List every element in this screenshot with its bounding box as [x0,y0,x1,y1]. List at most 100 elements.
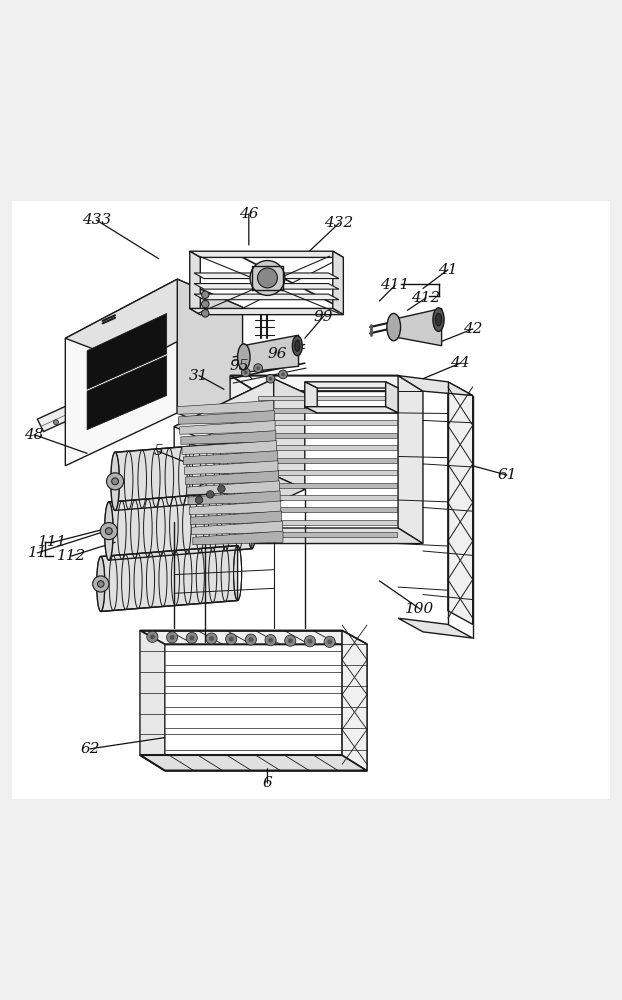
Text: 62: 62 [80,742,100,756]
Text: 99: 99 [313,310,333,324]
Circle shape [245,634,256,645]
Polygon shape [194,284,339,289]
Text: 31: 31 [189,369,209,383]
Polygon shape [258,520,397,525]
Polygon shape [87,356,167,430]
Circle shape [159,372,164,377]
Circle shape [265,635,276,646]
Circle shape [266,374,275,383]
Text: 46: 46 [239,207,259,221]
Text: 96: 96 [267,347,287,361]
Text: 100: 100 [405,602,435,616]
Text: 111: 111 [38,535,68,549]
Polygon shape [230,376,255,544]
Circle shape [281,372,285,376]
Ellipse shape [292,336,302,356]
Polygon shape [258,420,397,425]
Polygon shape [182,441,277,454]
Ellipse shape [111,452,119,510]
Circle shape [256,366,260,370]
Polygon shape [398,376,473,396]
Ellipse shape [295,340,300,351]
Ellipse shape [104,502,113,560]
Polygon shape [190,411,258,491]
Text: 44: 44 [450,356,470,370]
Polygon shape [192,521,282,535]
Text: 41: 41 [438,263,458,277]
Circle shape [254,364,262,372]
Circle shape [248,637,253,642]
Polygon shape [258,396,397,400]
Circle shape [93,576,109,592]
Circle shape [111,478,118,485]
Circle shape [147,631,158,642]
Text: 432: 432 [324,216,354,230]
Polygon shape [258,408,397,413]
Polygon shape [190,251,343,257]
Polygon shape [305,407,398,413]
Circle shape [258,268,277,288]
Circle shape [195,496,203,504]
Polygon shape [258,433,397,438]
Polygon shape [183,451,277,464]
Circle shape [189,635,194,640]
Text: 48: 48 [24,428,44,442]
Ellipse shape [238,344,250,370]
Polygon shape [65,279,177,466]
Polygon shape [185,471,279,484]
Polygon shape [448,382,473,624]
Polygon shape [258,445,397,450]
Polygon shape [258,532,397,537]
Polygon shape [109,491,252,560]
Polygon shape [174,379,305,441]
Text: 433: 433 [81,213,111,227]
Text: 412: 412 [411,291,441,305]
Text: 411: 411 [380,278,410,292]
Polygon shape [101,546,238,611]
Circle shape [209,636,214,641]
Polygon shape [190,308,343,315]
Polygon shape [181,431,276,444]
Circle shape [218,485,225,493]
Polygon shape [87,313,167,389]
Circle shape [207,491,214,498]
Polygon shape [190,251,200,315]
Circle shape [288,638,293,643]
Circle shape [167,632,178,643]
Polygon shape [398,376,423,544]
Polygon shape [174,475,305,536]
Polygon shape [140,755,367,771]
Circle shape [244,371,248,374]
Polygon shape [392,308,442,346]
Polygon shape [333,251,343,315]
Text: 6: 6 [262,776,272,790]
Circle shape [91,402,96,407]
Polygon shape [115,440,264,510]
Circle shape [106,473,124,490]
Text: 61: 61 [497,468,517,482]
Polygon shape [177,279,243,441]
Polygon shape [12,201,610,799]
Circle shape [206,633,217,644]
Polygon shape [274,379,305,489]
Polygon shape [342,631,367,771]
Polygon shape [180,421,275,434]
Circle shape [202,310,209,317]
Polygon shape [65,279,243,364]
Circle shape [53,420,58,425]
Polygon shape [174,379,274,522]
Circle shape [324,636,335,647]
Polygon shape [258,458,397,463]
Circle shape [105,528,112,535]
Circle shape [229,637,234,642]
Polygon shape [230,528,423,544]
Ellipse shape [96,556,104,611]
Circle shape [250,261,285,295]
Polygon shape [179,411,274,424]
Circle shape [327,639,332,644]
Polygon shape [342,631,367,771]
Polygon shape [185,461,278,474]
Circle shape [241,368,250,377]
Polygon shape [190,511,282,525]
Circle shape [269,377,272,381]
